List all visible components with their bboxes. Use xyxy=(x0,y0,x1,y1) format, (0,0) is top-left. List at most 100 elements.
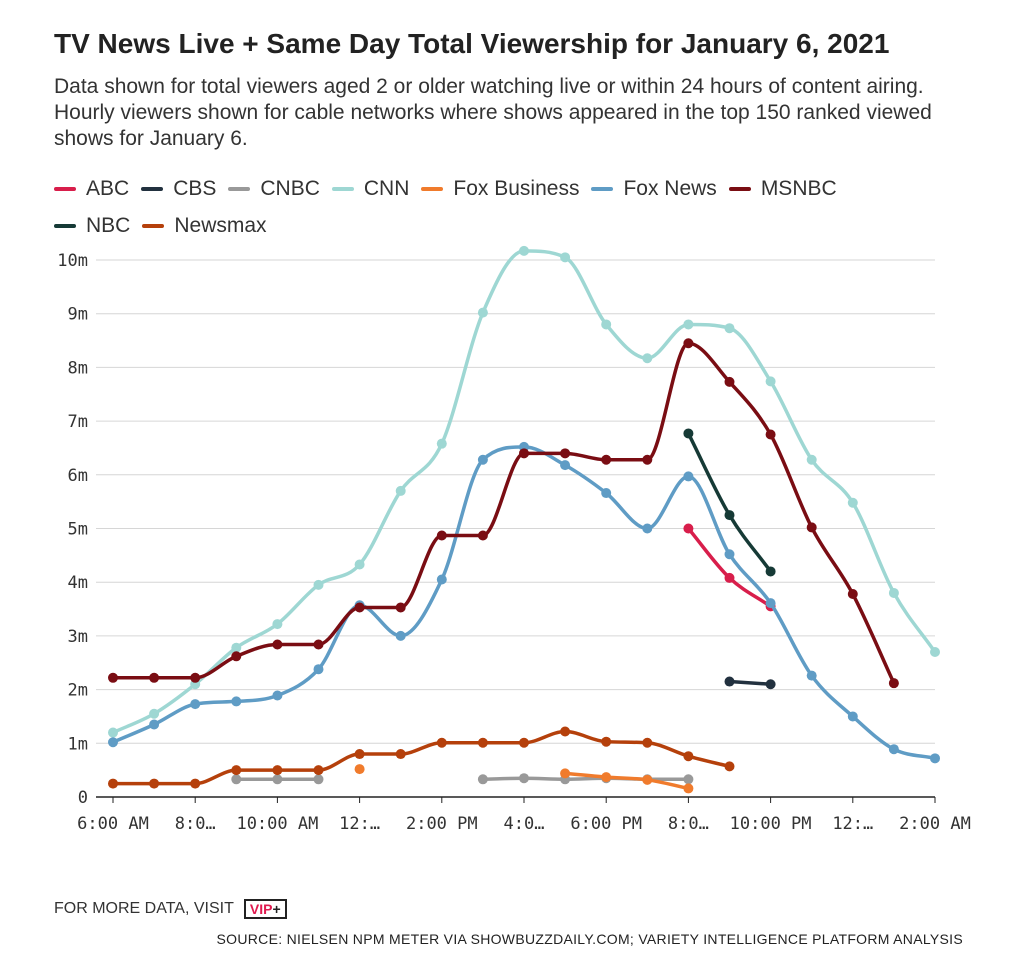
data-point-cnn xyxy=(724,323,735,334)
x-tick-label: 10:00 AM xyxy=(236,814,318,834)
data-point-msnbc xyxy=(149,672,160,683)
data-point-msnbc xyxy=(477,530,488,541)
data-point-fox-news xyxy=(190,699,201,710)
legend-item-cnbc: CNBC xyxy=(228,170,320,207)
legend-item-nbc: NBC xyxy=(54,207,130,244)
x-tick-label: 12:… xyxy=(832,814,873,834)
data-point-cnn xyxy=(108,727,118,738)
legend-item-fox-business: Fox Business xyxy=(421,170,579,207)
data-point-msnbc xyxy=(190,672,201,683)
data-point-cnbc xyxy=(519,773,529,784)
data-point-newsmax xyxy=(436,737,447,748)
data-point-cnn xyxy=(642,353,653,364)
visit-text: FOR MORE DATA, VISIT xyxy=(54,900,234,917)
y-tick-label: 0 xyxy=(78,788,88,808)
legend-swatch xyxy=(141,186,164,191)
legend-label: ABC xyxy=(86,176,130,200)
legend-item-msnbc: MSNBC xyxy=(728,170,837,207)
legend-label: CNBC xyxy=(260,176,320,200)
legend-item-cbs: CBS xyxy=(141,170,216,207)
legend-item-abc: ABC xyxy=(54,170,129,207)
data-point-newsmax xyxy=(601,736,612,747)
data-point-newsmax xyxy=(477,737,488,748)
data-point-abc xyxy=(683,523,694,534)
data-point-fox-news xyxy=(724,549,735,560)
data-point-msnbc xyxy=(272,639,283,650)
data-point-newsmax xyxy=(560,726,571,737)
data-point-fox-news xyxy=(847,711,858,722)
legend-swatch xyxy=(54,223,76,228)
data-point-fox-news xyxy=(642,523,653,534)
data-point-fox-news xyxy=(601,488,612,499)
source-note: SOURCE: NIELSEN NPM METER VIA SHOWBUZZDA… xyxy=(216,931,963,947)
data-point-newsmax xyxy=(108,778,118,789)
data-point-msnbc xyxy=(601,454,612,465)
data-point-msnbc xyxy=(642,454,653,465)
legend-swatch xyxy=(591,186,614,191)
legend-swatch xyxy=(331,186,354,191)
data-point-cnn xyxy=(313,579,324,590)
data-point-newsmax xyxy=(231,765,242,776)
vip-logo-text: VIP xyxy=(249,901,273,917)
data-point-abc xyxy=(724,572,735,583)
data-point-newsmax xyxy=(519,737,529,748)
data-point-cnn xyxy=(477,307,488,318)
data-point-cnn xyxy=(601,319,612,330)
data-point-cbs xyxy=(765,679,776,690)
data-point-msnbc xyxy=(683,338,694,349)
data-point-cnn xyxy=(765,376,776,387)
legend-label: NBC xyxy=(86,213,131,237)
y-tick-label: 8m xyxy=(68,358,88,378)
data-point-msnbc xyxy=(436,530,447,541)
vip-plus-logo[interactable]: VIP+ xyxy=(243,899,287,919)
data-point-msnbc xyxy=(354,602,365,613)
legend-label: Fox Business xyxy=(453,176,580,200)
legend-swatch xyxy=(228,186,251,191)
legend-swatch xyxy=(54,186,76,191)
x-tick-label: 10:00 PM xyxy=(730,814,812,834)
data-point-cnbc xyxy=(313,774,324,785)
data-point-newsmax xyxy=(313,765,324,776)
x-tick-label: 12:… xyxy=(339,814,380,834)
data-point-cnbc xyxy=(272,774,283,785)
data-point-cnbc xyxy=(231,774,242,785)
data-point-cnn xyxy=(395,485,406,496)
series-line-abc xyxy=(686,526,773,609)
data-point-fox-business xyxy=(354,764,365,775)
data-point-newsmax xyxy=(190,778,201,789)
data-point-msnbc xyxy=(847,589,858,600)
y-tick-label: 7m xyxy=(68,412,88,432)
data-point-fox-news xyxy=(888,744,899,755)
data-point-cnn xyxy=(436,438,447,449)
x-tick-label: 6:00 PM xyxy=(570,814,642,834)
data-point-fox-news xyxy=(806,670,817,681)
x-tick-label: 2:00 PM xyxy=(406,814,478,834)
data-point-fox-business xyxy=(601,772,612,783)
data-point-msnbc xyxy=(806,522,817,533)
legend-item-fox-news: Fox News xyxy=(591,170,717,207)
y-tick-label: 4m xyxy=(68,573,88,593)
data-point-fox-news xyxy=(149,719,160,730)
chart-legend: ABC CBS CNBC CNN Fox Business Fox News MSNBC NB… xyxy=(54,170,954,244)
x-tick-label: 2:00 AM xyxy=(899,814,971,834)
y-tick-label: 6m xyxy=(68,466,88,486)
data-point-fox-news xyxy=(313,664,324,675)
data-point-msnbc xyxy=(231,651,242,662)
y-tick-label: 1m xyxy=(68,734,88,754)
chart-title: TV News Live + Same Day Total Viewership… xyxy=(54,28,890,59)
data-point-cnbc xyxy=(683,774,694,785)
x-tick-label: 8:0… xyxy=(668,814,709,834)
data-point-cnn xyxy=(354,559,365,570)
data-point-cnn xyxy=(231,642,242,653)
data-point-nbc xyxy=(724,510,735,521)
data-point-fox-news xyxy=(560,460,571,471)
data-point-msnbc xyxy=(108,672,118,683)
data-point-fox-news xyxy=(272,690,283,701)
data-point-msnbc xyxy=(395,602,406,613)
series-line-cbs xyxy=(727,679,773,686)
data-point-cnn xyxy=(683,319,694,330)
y-tick-label: 10m xyxy=(57,251,88,271)
data-point-newsmax xyxy=(354,749,365,760)
data-point-fox-news xyxy=(108,737,118,748)
